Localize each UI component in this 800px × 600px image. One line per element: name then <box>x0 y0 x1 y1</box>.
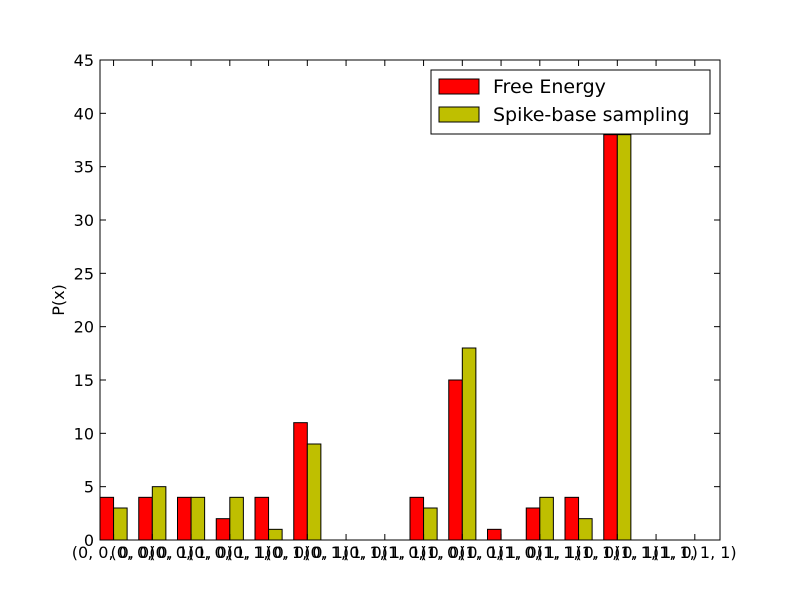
bar-free-energy-10 <box>487 528 502 541</box>
x-tick-label: (0, 0, 1, 0) <box>149 543 233 562</box>
y-tick-label: 5 <box>84 478 94 497</box>
x-tick-label: (1, 1, 0, 1) <box>575 543 659 562</box>
bar-spike-sampling-3 <box>229 496 244 541</box>
x-tick-label: (0, 0, 0, 1) <box>110 543 194 562</box>
y-tick-label: 0 <box>84 531 94 550</box>
bar-free-energy-13 <box>603 134 618 541</box>
y-tick-label: 20 <box>74 318 94 337</box>
legend-swatch-0 <box>438 78 480 95</box>
bar-free-energy-5 <box>293 422 308 541</box>
x-tick-label: (1, 0, 1, 0) <box>459 543 543 562</box>
y-tick-label: 35 <box>74 158 94 177</box>
bar-spike-sampling-5 <box>306 443 322 541</box>
bar-free-energy-1 <box>138 496 153 541</box>
legend-label-0: Free Energy <box>493 76 606 98</box>
bar-spike-sampling-4 <box>268 528 283 541</box>
bar-free-energy-2 <box>177 496 192 541</box>
x-tick-label: (0, 1, 1, 0) <box>304 543 388 562</box>
legend-label-1: Spike-base sampling <box>493 104 689 126</box>
bar-free-energy-11 <box>525 507 541 541</box>
plot-frame <box>99 59 721 541</box>
y-tick-label: 10 <box>74 424 94 443</box>
y-axis: 0 5 10 15 20 25 30 35 40 45 <box>74 51 720 550</box>
x-tick-label: (0, 0, 1, 1) <box>188 543 272 562</box>
bar-spike-sampling-8 <box>423 507 438 541</box>
bar-free-energy-4 <box>254 496 270 541</box>
y-tick-label: 45 <box>74 51 94 70</box>
y-tick-label: 15 <box>74 371 94 390</box>
x-tick-label: (1, 1, 1, 0) <box>614 543 698 562</box>
x-tick-label: (1, 1, 0, 0) <box>537 543 621 562</box>
y-tick-label: 40 <box>74 104 94 123</box>
bar-spike-sampling-0 <box>113 507 128 541</box>
x-tick-label: (1, 0, 1, 1) <box>498 543 582 562</box>
bar-free-energy-12 <box>564 496 580 541</box>
bar-free-energy-9 <box>448 379 463 541</box>
bar-free-energy-8 <box>409 496 425 541</box>
bar-spike-sampling-1 <box>151 486 167 541</box>
y-tick-label: 30 <box>74 211 94 230</box>
x-tick-label: (0, 0, 0, 0) <box>72 543 156 562</box>
legend: Free Energy Spike-base sampling <box>430 69 711 135</box>
bar-spike-sampling-11 <box>539 496 554 541</box>
x-tick-label: (1, 0, 0, 1) <box>420 543 504 562</box>
x-tick-label: (0, 1, 0, 0) <box>227 543 311 562</box>
bar-free-energy-3 <box>215 518 231 541</box>
y-tick-label: 25 <box>74 264 94 283</box>
y-axis-label: P(x) <box>49 284 68 316</box>
bars-group <box>99 134 632 541</box>
x-tick-label: (0, 1, 0, 1) <box>265 543 349 562</box>
x-tick-label: (1, 0, 0, 0) <box>382 543 466 562</box>
bar-spike-sampling-12 <box>578 518 593 541</box>
x-axis: (0, 0, 0, 0)(0, 0, 0, 1)(0, 0, 1, 0)(0, … <box>72 60 737 562</box>
legend-swatch-1 <box>438 106 480 123</box>
bar-spike-sampling-2 <box>190 496 206 541</box>
bar-spike-sampling-9 <box>461 347 477 541</box>
x-tick-label: (0, 1, 1, 1) <box>343 543 427 562</box>
x-tick-label: (1, 1, 1, 1) <box>653 543 737 562</box>
bar-spike-sampling-13 <box>616 134 632 541</box>
bar-free-energy-0 <box>99 496 115 541</box>
